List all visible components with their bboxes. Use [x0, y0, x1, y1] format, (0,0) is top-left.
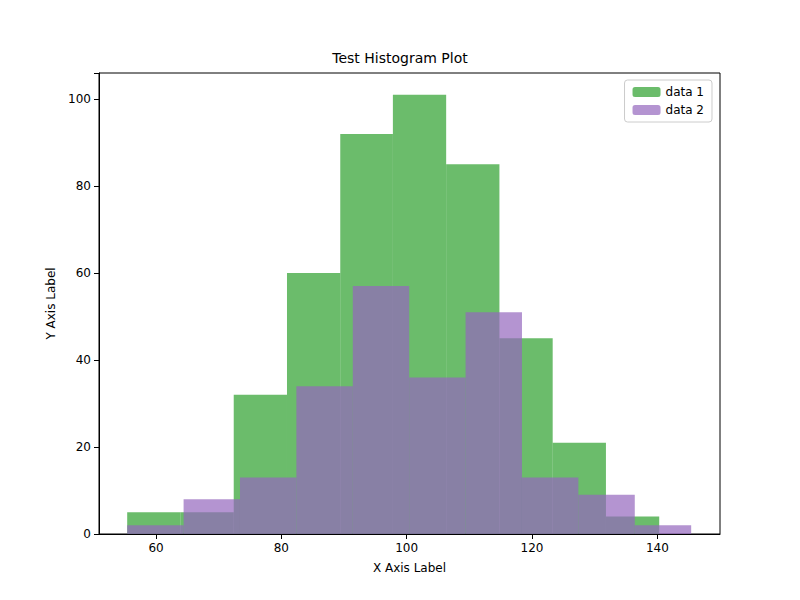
svg-text:60: 60 — [148, 541, 163, 555]
svg-text:100: 100 — [68, 92, 91, 106]
svg-text:Y Axis Label: Y Axis Label — [44, 267, 58, 340]
svg-text:data 2: data 2 — [666, 103, 704, 117]
svg-text:140: 140 — [646, 541, 669, 555]
svg-text:120: 120 — [521, 541, 544, 555]
svg-text:data 1: data 1 — [666, 85, 704, 99]
svg-text:60: 60 — [76, 266, 91, 280]
svg-text:80: 80 — [76, 179, 91, 193]
svg-text:0: 0 — [83, 527, 91, 541]
svg-text:80: 80 — [274, 541, 289, 555]
svg-text:40: 40 — [76, 353, 91, 367]
svg-text:20: 20 — [76, 440, 91, 454]
svg-text:Test Histogram Plot: Test Histogram Plot — [331, 50, 468, 66]
svg-text:100: 100 — [395, 541, 418, 555]
svg-text:X Axis Label: X Axis Label — [373, 561, 446, 575]
